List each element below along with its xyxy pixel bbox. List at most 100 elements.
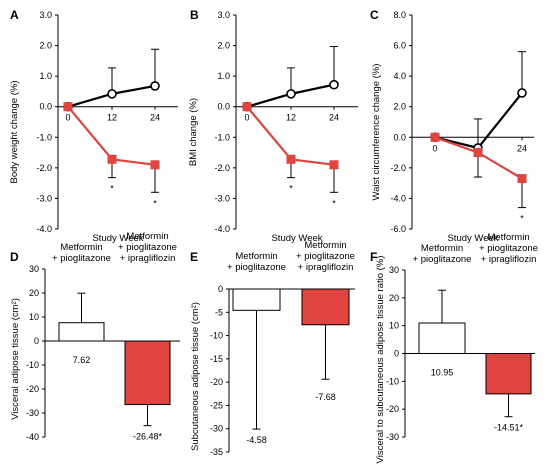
y-tick-label: -10 [386,376,399,386]
y-tick-label: 20 [29,288,39,298]
y-tick-label: -20 [386,404,399,414]
y-tick-label: -20 [26,384,39,394]
y-tick-label: -30 [26,408,39,418]
y-tick-label: -1.0 [214,132,230,142]
category-label: Metformin [235,251,277,262]
bar-1 [232,288,281,311]
y-tick-label: -30 [386,432,399,442]
data-point-square [286,154,296,164]
panel-letter: E [190,250,198,264]
bar-2 [124,340,171,406]
panel-letter: A [10,8,19,22]
data-point-circle [286,89,296,99]
significance-star: * [153,198,157,208]
y-tick-label: -15 [210,354,223,364]
data-point-circle [107,89,117,99]
y-tick-label: -35 [210,447,223,457]
y-tick-label: 3.0 [217,10,230,20]
x-tick-label: 0 [244,113,249,123]
data-point-circle [329,79,339,90]
data-point-circle [517,88,527,98]
category-label: + pioglitazone [52,253,111,264]
category-label: + pioglitazone [413,254,472,265]
x-axis-title: Study Week [447,233,498,244]
y-tick-label: 30 [389,265,399,275]
y-tick-label: -2.0 [390,163,406,173]
x-tick-label: 24 [150,113,160,123]
y-tick-label: -6.0 [390,224,406,234]
y-tick-label: 1.0 [217,71,230,81]
category-label: + pioglitazone [227,262,286,273]
y-tick-label: -10 [26,360,39,370]
y-tick-label: 0 [394,349,399,359]
y-tick-label: -40 [26,432,39,442]
y-tick-label: 0 [34,336,39,346]
category-label: + ipragliflozin [481,254,537,265]
x-tick-label: 0 [65,113,70,123]
y-tick-label: 3.0 [39,10,52,20]
y-axis-title: Visceral adipose tissue (cm²) [10,298,21,420]
category-label: Metformin [126,231,168,242]
data-label: 7.62 [73,355,91,365]
y-tick-label: 4.0 [393,71,406,81]
y-tick-label: 2.0 [39,41,52,51]
panel-letter: D [10,250,19,264]
bar-1 [58,322,105,342]
y-axis-title: Body weight change (%) [9,81,20,184]
data-label: -14.51* [494,423,524,433]
y-tick-label: 0.0 [393,132,406,142]
y-tick-label: -3.0 [36,193,52,203]
data-point-square [517,174,527,184]
y-tick-label: 0.0 [217,102,230,112]
panel-D: D 30 20 10 0 -10 -20 -30 -40 Visceral adipose tis… [10,231,180,442]
y-tick-label: -30 [210,424,223,434]
bar-2 [301,288,350,326]
y-tick-label: -10 [210,331,223,341]
y-axis-title: Visceral to subcutaneous adipose tissue … [375,256,386,464]
category-label: + ipragliflozin [298,262,354,273]
x-axis-title: Study Week [271,233,322,244]
category-label: + pioglitazone [118,242,177,253]
bar-1 [418,322,466,354]
x-tick-label: 0 [432,143,437,153]
x-tick-label: 24 [517,143,527,153]
y-tick-label: -4.0 [36,224,52,234]
x-axis-title: Study Week [92,233,143,244]
significance-star: * [520,214,524,224]
y-axis-title: Subcutaneous adipose tissue (cm²) [190,302,201,451]
data-point-square [329,160,339,170]
y-tick-label: 2.0 [217,41,230,51]
data-label: -26.48* [133,432,163,442]
y-tick-label: 1.0 [39,71,52,81]
category-label: Metformin [60,242,102,253]
x-tick-label: 12 [286,113,296,123]
y-tick-label: -1.0 [36,132,52,142]
y-tick-label: -4.0 [214,224,230,234]
y-tick-label: 20 [389,293,399,303]
x-tick-label: 12 [107,113,117,123]
y-tick-label: -5 [215,307,223,317]
panel-letter: B [190,8,199,22]
category-label: Metformin [487,232,529,243]
category-label: + pioglitazone [296,251,355,262]
x-tick-label: 24 [329,113,339,123]
y-tick-label: 8.0 [393,10,406,20]
y-tick-label: -3.0 [214,193,230,203]
y-axis-title: Waist circumference change (%) [371,64,382,201]
data-point-circle [150,81,160,91]
y-tick-label: 6.0 [393,41,406,51]
panel-E: E 0 -5 -10 -15 -20 -25 -30 -35 Subcutaneous adipo… [190,240,355,457]
category-label: Metformin [304,240,346,251]
y-tick-label: -20 [210,377,223,387]
data-point-square [150,160,160,170]
y-tick-label: 10 [29,312,39,322]
category-label: + pioglitazone [479,243,538,254]
data-point-square [63,102,73,112]
data-point-square [473,148,483,158]
data-label: 10.95 [431,368,454,378]
data-point-square [107,154,117,164]
panel-letter: C [370,8,379,22]
